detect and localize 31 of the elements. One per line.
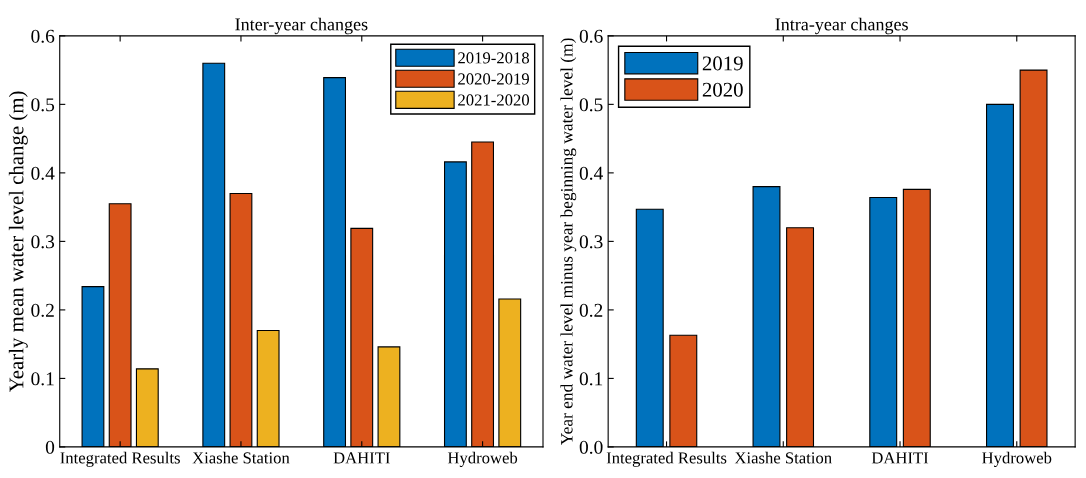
legend-label: 2020-2019 bbox=[458, 73, 529, 85]
x-tick-label: Hydroweb bbox=[447, 451, 518, 467]
y-tick-label: 0.1 bbox=[31, 372, 54, 386]
x-tick-label: Integrated Results bbox=[60, 451, 180, 467]
legend-label: 2019-2018 bbox=[458, 52, 530, 64]
y-tick-label: 0.2 bbox=[31, 303, 54, 317]
y-tick-label: 0.5 bbox=[31, 98, 55, 112]
x-tick-label: Xiashe Station bbox=[734, 451, 832, 464]
y-tick-label: 0.0 bbox=[579, 440, 603, 454]
y-tick-label: 0.5 bbox=[579, 98, 603, 112]
x-tick-label: Hydroweb bbox=[982, 451, 1052, 467]
x-tick-label: DAHITI bbox=[871, 452, 929, 464]
y-tick-label: 0.6 bbox=[579, 29, 603, 43]
y-tick-label: 0.4 bbox=[579, 166, 603, 180]
chart-title: Inter-year changes bbox=[235, 17, 368, 35]
y-tick-label: 0 bbox=[45, 440, 55, 454]
y-tick-label: 0.2 bbox=[579, 303, 603, 317]
legend-label: 2020 bbox=[702, 82, 743, 97]
y-tick-label: 0.3 bbox=[579, 235, 603, 249]
y-axis-title: Yearly mean water level change (m) bbox=[8, 91, 28, 392]
y-tick-label: 0.1 bbox=[579, 372, 603, 386]
legend-label: 2019 bbox=[702, 56, 743, 71]
chart-title: Intra-year changes bbox=[775, 17, 908, 35]
x-tick-label: Integrated Results bbox=[606, 451, 727, 467]
x-tick-label: Xiashe Station bbox=[192, 451, 290, 464]
x-tick-label: DAHITI bbox=[333, 452, 390, 464]
y-tick-label: 0.6 bbox=[31, 29, 55, 43]
y-axis-title: Year end water level minus year beginning water level (m) bbox=[560, 38, 577, 445]
legend-label: 2021-2020 bbox=[458, 94, 530, 106]
y-tick-label: 0.3 bbox=[31, 235, 55, 249]
y-tick-label: 0.4 bbox=[31, 166, 55, 180]
